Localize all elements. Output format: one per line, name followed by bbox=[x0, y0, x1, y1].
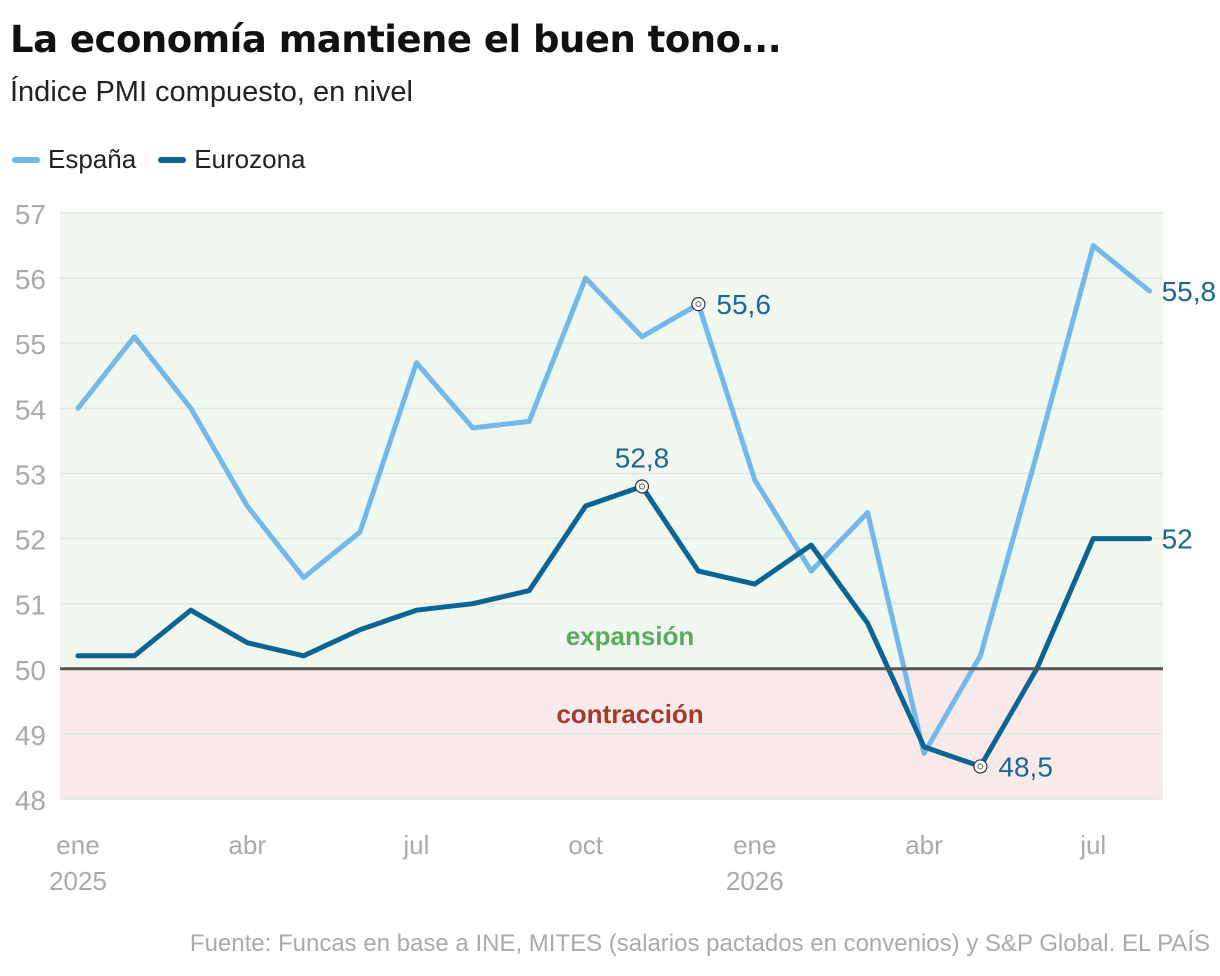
chart-subtitle: Índice PMI compuesto, en nivel bbox=[10, 76, 413, 108]
y-tick-label-57: 57 bbox=[15, 199, 46, 230]
y-tick-label-53: 53 bbox=[15, 459, 46, 490]
y-tick-label-56: 56 bbox=[15, 264, 46, 295]
annotation-marker-3 bbox=[973, 759, 988, 774]
legend-label-eurozona: Eurozona bbox=[194, 144, 306, 174]
annotation-label-1: 55,8 bbox=[1162, 276, 1217, 307]
x-tick-label-2026-01: ene bbox=[733, 830, 776, 860]
x-tick-label-2025-01: ene bbox=[56, 830, 99, 860]
legend-swatch-espana bbox=[12, 156, 40, 163]
annotation-label-0: 55,6 bbox=[716, 289, 771, 320]
x-tick-sublabel-2026-01: 2026 bbox=[726, 866, 784, 896]
annotation-label-3: 48,5 bbox=[998, 751, 1053, 782]
series-line-0 bbox=[75, 243, 1153, 756]
annotation-label-4: 52 bbox=[1162, 524, 1193, 555]
series-line-1 bbox=[75, 484, 1153, 769]
chart-title: La economía mantiene el buen tono... bbox=[10, 18, 782, 61]
annotation-marker-inner-3 bbox=[977, 763, 984, 770]
y-tick-label-52: 52 bbox=[15, 525, 46, 556]
x-tick-sublabel-2025-01: 2025 bbox=[49, 866, 107, 896]
annotation-marker-inner-0 bbox=[695, 301, 702, 308]
x-tick-label-2026-07: jul bbox=[1079, 830, 1106, 860]
annotation-marker-inner-2 bbox=[639, 483, 645, 490]
annotation-label-2: 52,8 bbox=[615, 442, 670, 473]
y-tick-label-50: 50 bbox=[15, 655, 46, 686]
x-tick-label-2025-10: oct bbox=[568, 830, 603, 860]
legend-item-eurozona: Eurozona bbox=[158, 144, 306, 175]
annotation-marker-2 bbox=[634, 479, 650, 494]
zone-label-contraction: contracción bbox=[556, 699, 703, 729]
y-tick-label-55: 55 bbox=[15, 329, 46, 360]
legend-swatch-eurozona bbox=[158, 156, 187, 163]
zone-label-expansion: expansión bbox=[566, 621, 695, 651]
annotation-marker-0 bbox=[691, 297, 706, 312]
x-tick-label-2025-04: abr bbox=[228, 830, 266, 860]
gridlines-layer bbox=[60, 212, 1163, 800]
legend-label-espana: España bbox=[48, 144, 137, 174]
source-note: Fuente: Funcas en base a INE, MITES (sal… bbox=[189, 930, 1210, 957]
x-tick-label-2025-07: jul bbox=[402, 830, 429, 860]
legend-item-espana: España bbox=[12, 144, 136, 175]
series-layer bbox=[75, 243, 1153, 769]
expansion-zone bbox=[60, 213, 1163, 669]
y-tick-label-48: 48 bbox=[15, 785, 46, 816]
y-tick-label-54: 54 bbox=[15, 394, 46, 425]
legend: España Eurozona bbox=[12, 144, 328, 175]
y-tick-label-51: 51 bbox=[15, 590, 46, 621]
zone-labels-layer: expansión contracción bbox=[556, 621, 703, 729]
x-tick-label-2026-04: abr bbox=[905, 830, 943, 860]
y-axis: 48 49 50 51 52 53 54 55 56 57 bbox=[15, 199, 46, 816]
x-axis: ene 2025 abr jul oct ene 2026 abr jul bbox=[49, 830, 1106, 896]
annotations-layer: 55,6 55,8 52,8 48,5 52 bbox=[615, 276, 1216, 782]
y-tick-label-49: 49 bbox=[15, 720, 46, 751]
